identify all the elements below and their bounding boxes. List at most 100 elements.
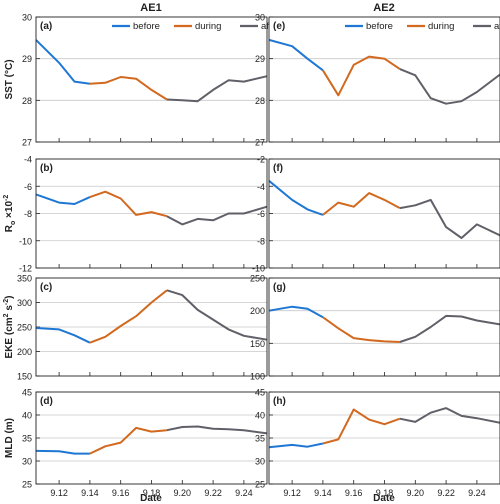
column-title-ae2: AE2 [373, 2, 394, 14]
y-tick-label: -10 [252, 264, 265, 274]
x-tick-label: 9.22 [204, 488, 222, 498]
axes-frame [268, 16, 500, 143]
series-line-after [166, 425, 268, 435]
x-tick-label: 9.24 [235, 488, 253, 498]
legend-label-during: during [428, 21, 454, 32]
series-line-during [322, 192, 401, 216]
series-line-before [268, 305, 324, 319]
series-line-after [399, 68, 500, 105]
y-tick-label: 35 [22, 434, 32, 444]
y-tick-label: 30 [255, 457, 265, 467]
x-axis-label-left: Date [140, 493, 162, 504]
x-tick-label: 9.14 [314, 488, 332, 498]
y-tick-label: 300 [17, 298, 32, 308]
legend-label-before: before [133, 21, 160, 32]
series-line-before [35, 449, 90, 455]
y-tick-label: 100 [250, 372, 265, 382]
axes-frame [35, 158, 268, 269]
y-tick-label: 30 [255, 13, 265, 23]
series-line-before [268, 442, 324, 449]
panel-label: (a) [40, 21, 52, 32]
y-axis-label: SST (°C) [4, 59, 15, 99]
panel-label: (e) [273, 21, 285, 32]
series-line-during [89, 190, 168, 218]
x-axis-label-right: Date [373, 493, 395, 504]
panel-label: (b) [40, 163, 53, 174]
y-tick-label: 150 [250, 339, 265, 349]
x-tick-label: 9.24 [468, 488, 486, 498]
y-tick-label: 45 [22, 388, 32, 398]
y-tick-label: 30 [22, 13, 32, 23]
x-tick-label: 9.22 [437, 488, 455, 498]
axes-frame [35, 277, 268, 377]
series-line-before [268, 180, 324, 216]
panel-label: (f) [273, 163, 283, 174]
y-tick-label: -12 [19, 264, 32, 274]
legend-label-after: after [494, 21, 500, 32]
series-line-after [399, 407, 500, 424]
series-line-before [35, 39, 91, 85]
panel-label: (c) [40, 282, 52, 293]
y-tick-label: -8 [257, 236, 265, 246]
x-tick-label: 9.12 [283, 488, 301, 498]
series-line-after [166, 205, 268, 226]
panel-g: 100 150 200 250 (g) [250, 274, 500, 382]
plot-area [269, 17, 500, 142]
panel-label: (g) [273, 282, 286, 293]
y-tick-label: 29 [22, 54, 32, 64]
axes-frame [268, 277, 500, 377]
series-line-during [89, 76, 168, 101]
y-tick-label: 27 [255, 138, 265, 148]
series-line-before [35, 193, 91, 205]
y-tick-label: 30 [22, 457, 32, 467]
x-tick-label: 9.18 [376, 488, 394, 498]
y-axis-label: MLD (m) [4, 418, 15, 458]
x-tick-label: 9.16 [345, 488, 363, 498]
series-line-after [166, 289, 268, 341]
x-tick-label: 9.14 [81, 488, 99, 498]
series-line-after [399, 314, 500, 343]
series-line-during [322, 55, 401, 97]
y-tick-label: -6 [257, 209, 265, 219]
chart-panels: 27 28 29 30 (a) SST (°C) before during after 27 28… [3, 13, 500, 498]
y-tick-label: 150 [17, 372, 32, 382]
y-tick-label: 200 [250, 306, 265, 316]
y-tick-label: -6 [24, 182, 32, 192]
panel-d: 25 30 35 40 45 9.12 9.14 9.16 9.18 9.20 9.22 9.24 (d… [4, 388, 268, 498]
y-axis-label: Ro ×10-2 [3, 195, 17, 233]
series-line-after [399, 198, 500, 239]
series-line-during [89, 426, 167, 455]
y-tick-label: 29 [255, 54, 265, 64]
series-line-during [322, 408, 401, 445]
series-line-after [166, 75, 268, 103]
y-tick-label: -10 [19, 236, 32, 246]
y-tick-label: -4 [257, 182, 265, 192]
axes-frame [35, 16, 268, 143]
axes-frame [268, 158, 500, 269]
series-line-during [322, 316, 400, 343]
y-tick-label: 350 [17, 274, 32, 284]
plot-area [269, 278, 500, 376]
y-tick-label: 250 [17, 323, 32, 333]
x-tick-label: 9.16 [112, 488, 130, 498]
y-tick-label: -4 [24, 155, 32, 165]
panel-label: (d) [40, 396, 53, 407]
x-tick-label: 9.20 [407, 488, 425, 498]
legend-label-during: during [195, 21, 221, 32]
axes-frame [268, 391, 500, 485]
panel-h: 25 30 35 40 45 9.12 9.14 9.16 9.18 9.20 9.22 9.24 (h… [255, 388, 500, 498]
y-tick-label: 35 [255, 434, 265, 444]
series-line-before [268, 38, 324, 72]
y-tick-label: 28 [255, 96, 265, 106]
y-tick-label: 27 [22, 138, 32, 148]
y-tick-label: 25 [255, 480, 265, 490]
y-tick-label: 40 [22, 411, 32, 421]
y-tick-label: -2 [257, 155, 265, 165]
panel-c: 150 200 250 300 350 (c) EKE (cm2 s-2) [3, 274, 268, 382]
x-tick-label: 9.18 [143, 488, 161, 498]
x-tick-label: 9.20 [174, 488, 192, 498]
series-line-before [35, 327, 91, 344]
y-tick-label: 40 [255, 411, 265, 421]
